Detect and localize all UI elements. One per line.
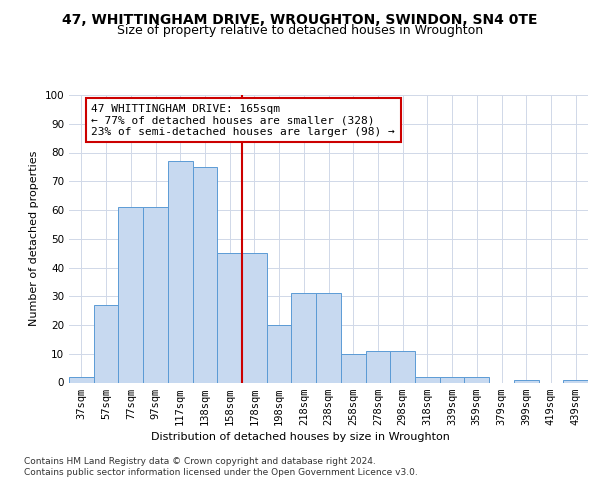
Bar xyxy=(514,380,539,382)
Text: Contains HM Land Registry data © Crown copyright and database right 2024.
Contai: Contains HM Land Registry data © Crown c… xyxy=(24,458,418,477)
Bar xyxy=(217,253,242,382)
Bar xyxy=(118,207,143,382)
Text: Distribution of detached houses by size in Wroughton: Distribution of detached houses by size … xyxy=(151,432,449,442)
Bar xyxy=(390,351,415,382)
Bar xyxy=(440,377,464,382)
Bar xyxy=(143,207,168,382)
Bar xyxy=(563,380,588,382)
Bar xyxy=(365,351,390,382)
Bar xyxy=(69,377,94,382)
Bar xyxy=(242,253,267,382)
Bar xyxy=(267,325,292,382)
Text: 47 WHITTINGHAM DRIVE: 165sqm
← 77% of detached houses are smaller (328)
23% of s: 47 WHITTINGHAM DRIVE: 165sqm ← 77% of de… xyxy=(91,104,395,137)
Bar xyxy=(292,294,316,382)
Bar xyxy=(94,305,118,382)
Bar xyxy=(168,161,193,382)
Bar xyxy=(464,377,489,382)
Bar xyxy=(341,354,365,382)
Bar xyxy=(415,377,440,382)
Bar xyxy=(193,167,217,382)
Y-axis label: Number of detached properties: Number of detached properties xyxy=(29,151,39,326)
Text: 47, WHITTINGHAM DRIVE, WROUGHTON, SWINDON, SN4 0TE: 47, WHITTINGHAM DRIVE, WROUGHTON, SWINDO… xyxy=(62,12,538,26)
Bar xyxy=(316,294,341,382)
Text: Size of property relative to detached houses in Wroughton: Size of property relative to detached ho… xyxy=(117,24,483,37)
